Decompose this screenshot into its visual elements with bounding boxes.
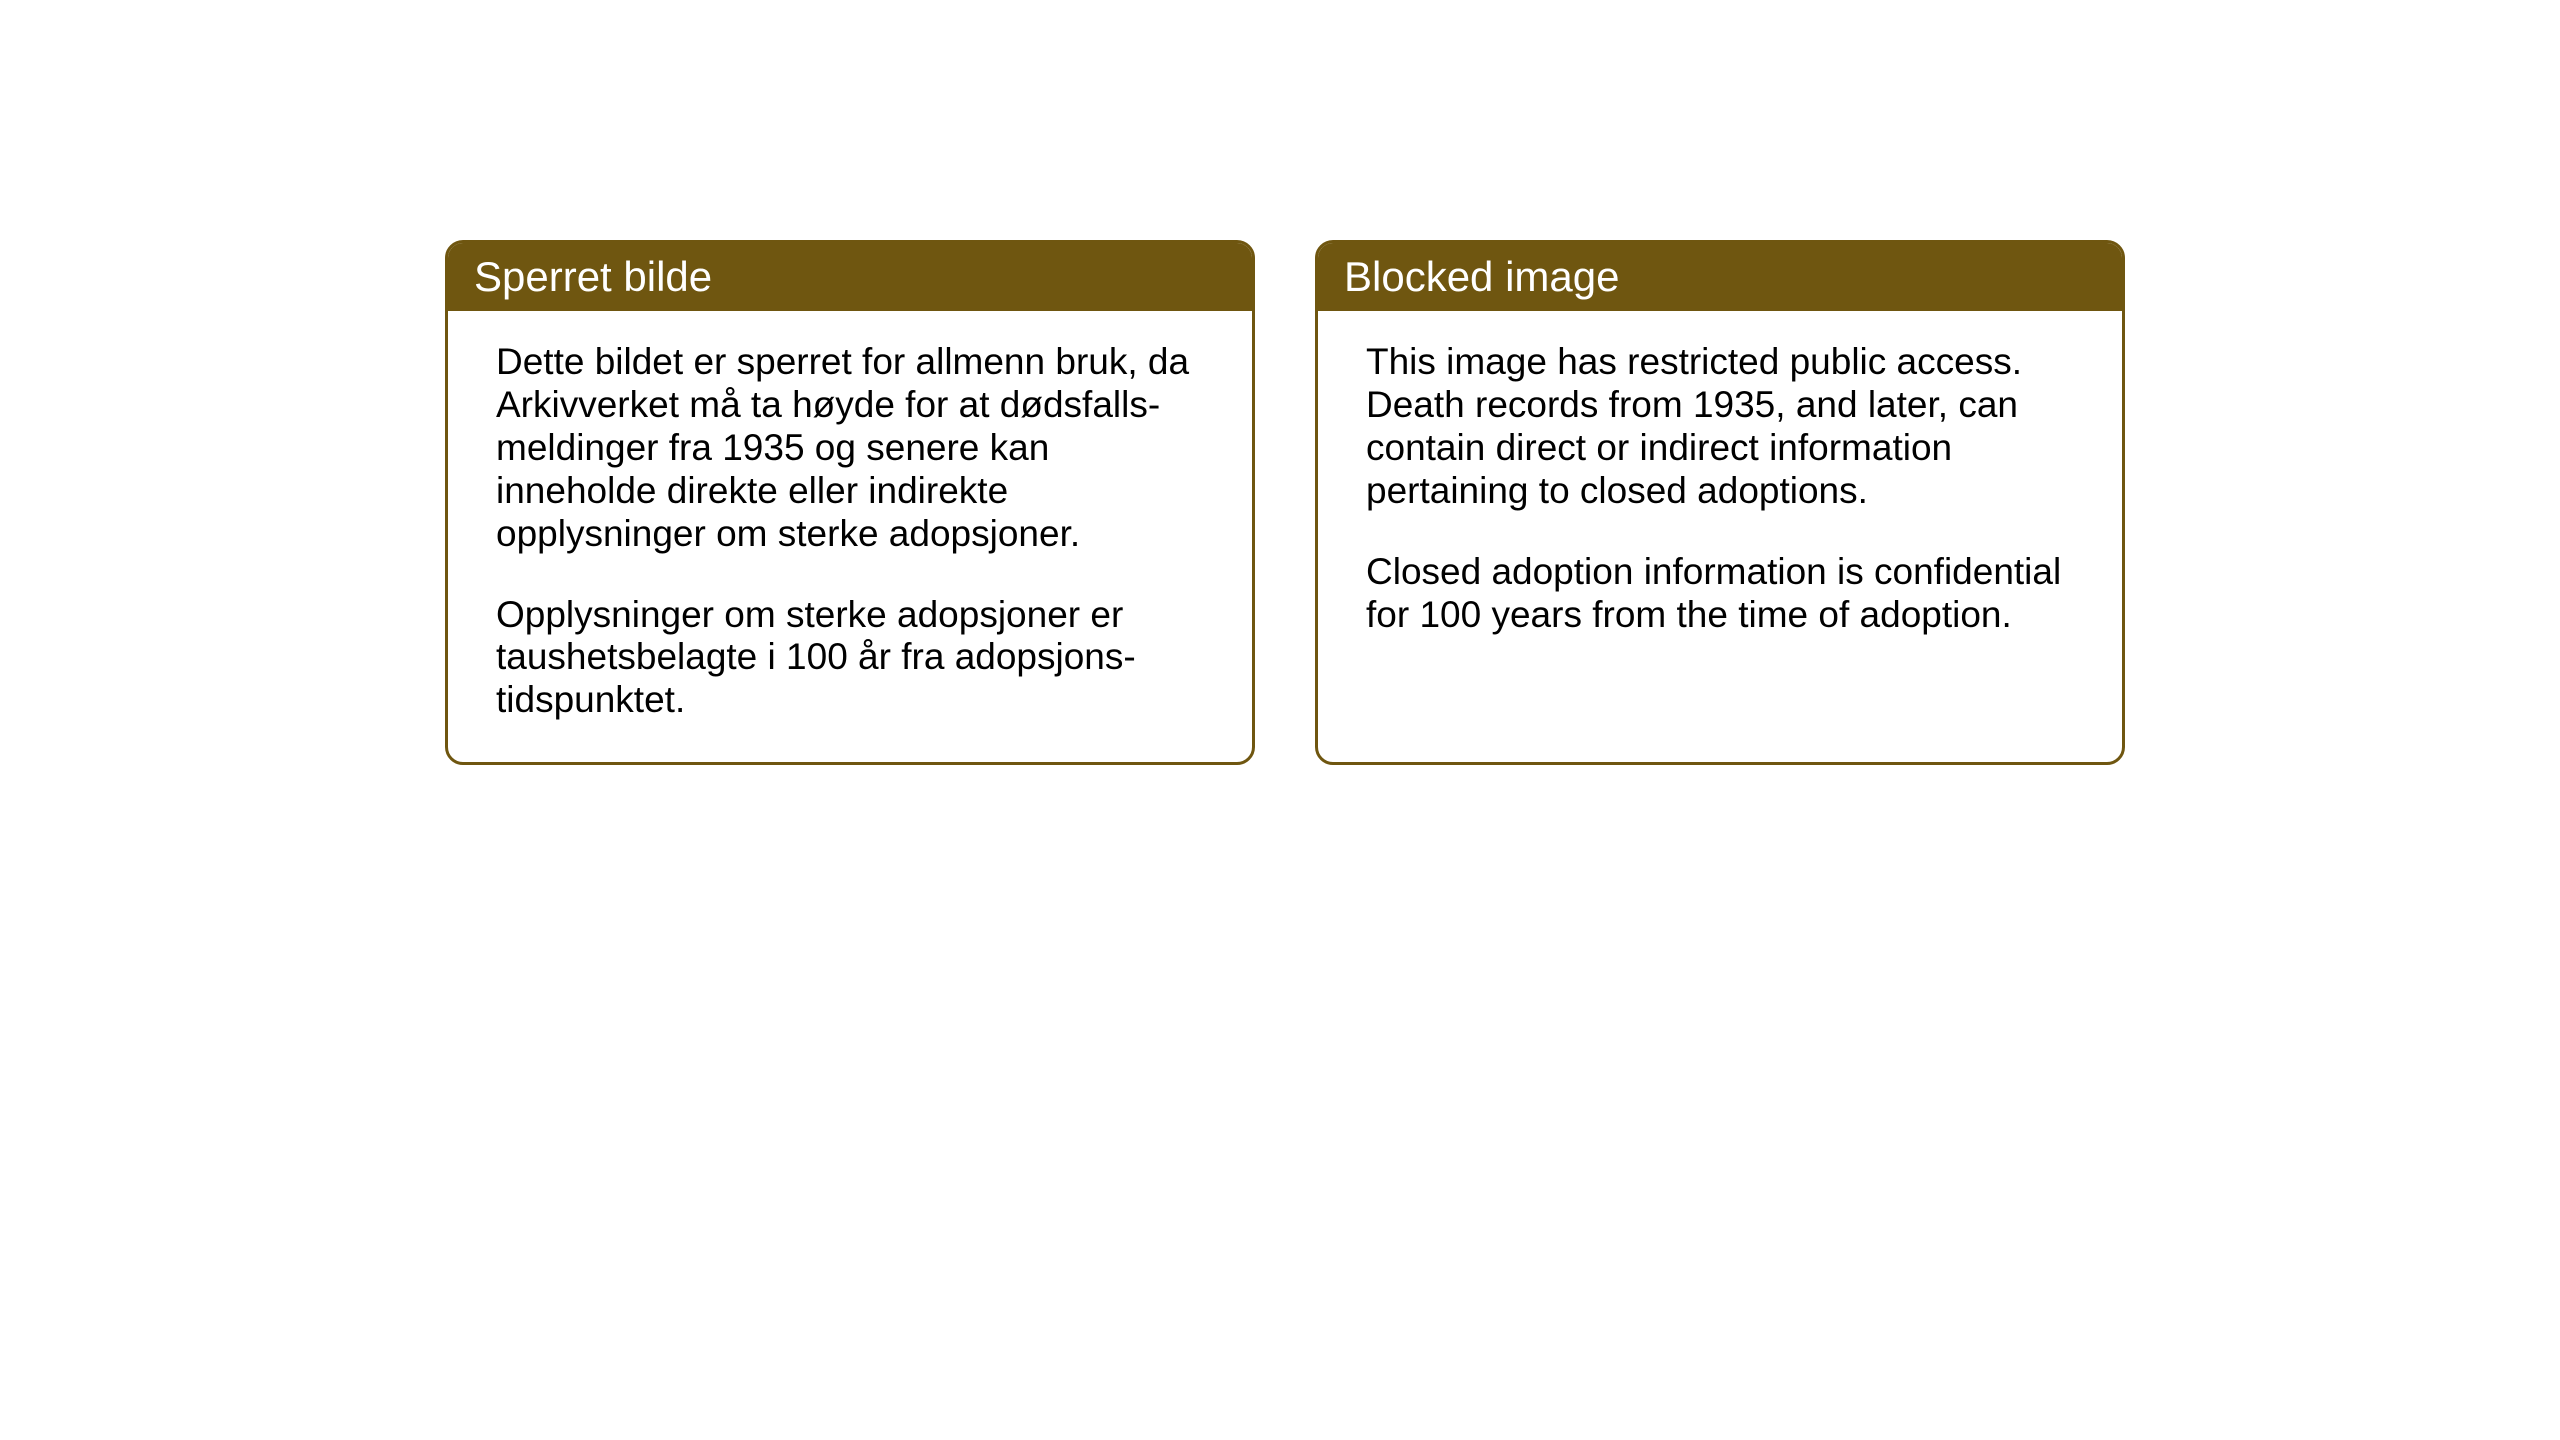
- english-paragraph-1: This image has restricted public access.…: [1366, 341, 2074, 513]
- norwegian-card-body: Dette bildet er sperret for allmenn bruk…: [448, 311, 1252, 762]
- english-card-body: This image has restricted public access.…: [1318, 311, 2122, 751]
- norwegian-card-title: Sperret bilde: [448, 243, 1252, 311]
- norwegian-paragraph-2: Opplysninger om sterke adopsjoner er tau…: [496, 594, 1204, 723]
- english-notice-card: Blocked image This image has restricted …: [1315, 240, 2125, 765]
- norwegian-paragraph-1: Dette bildet er sperret for allmenn bruk…: [496, 341, 1204, 556]
- english-card-title: Blocked image: [1318, 243, 2122, 311]
- english-paragraph-2: Closed adoption information is confident…: [1366, 551, 2074, 637]
- notice-container: Sperret bilde Dette bildet er sperret fo…: [445, 240, 2125, 765]
- norwegian-notice-card: Sperret bilde Dette bildet er sperret fo…: [445, 240, 1255, 765]
